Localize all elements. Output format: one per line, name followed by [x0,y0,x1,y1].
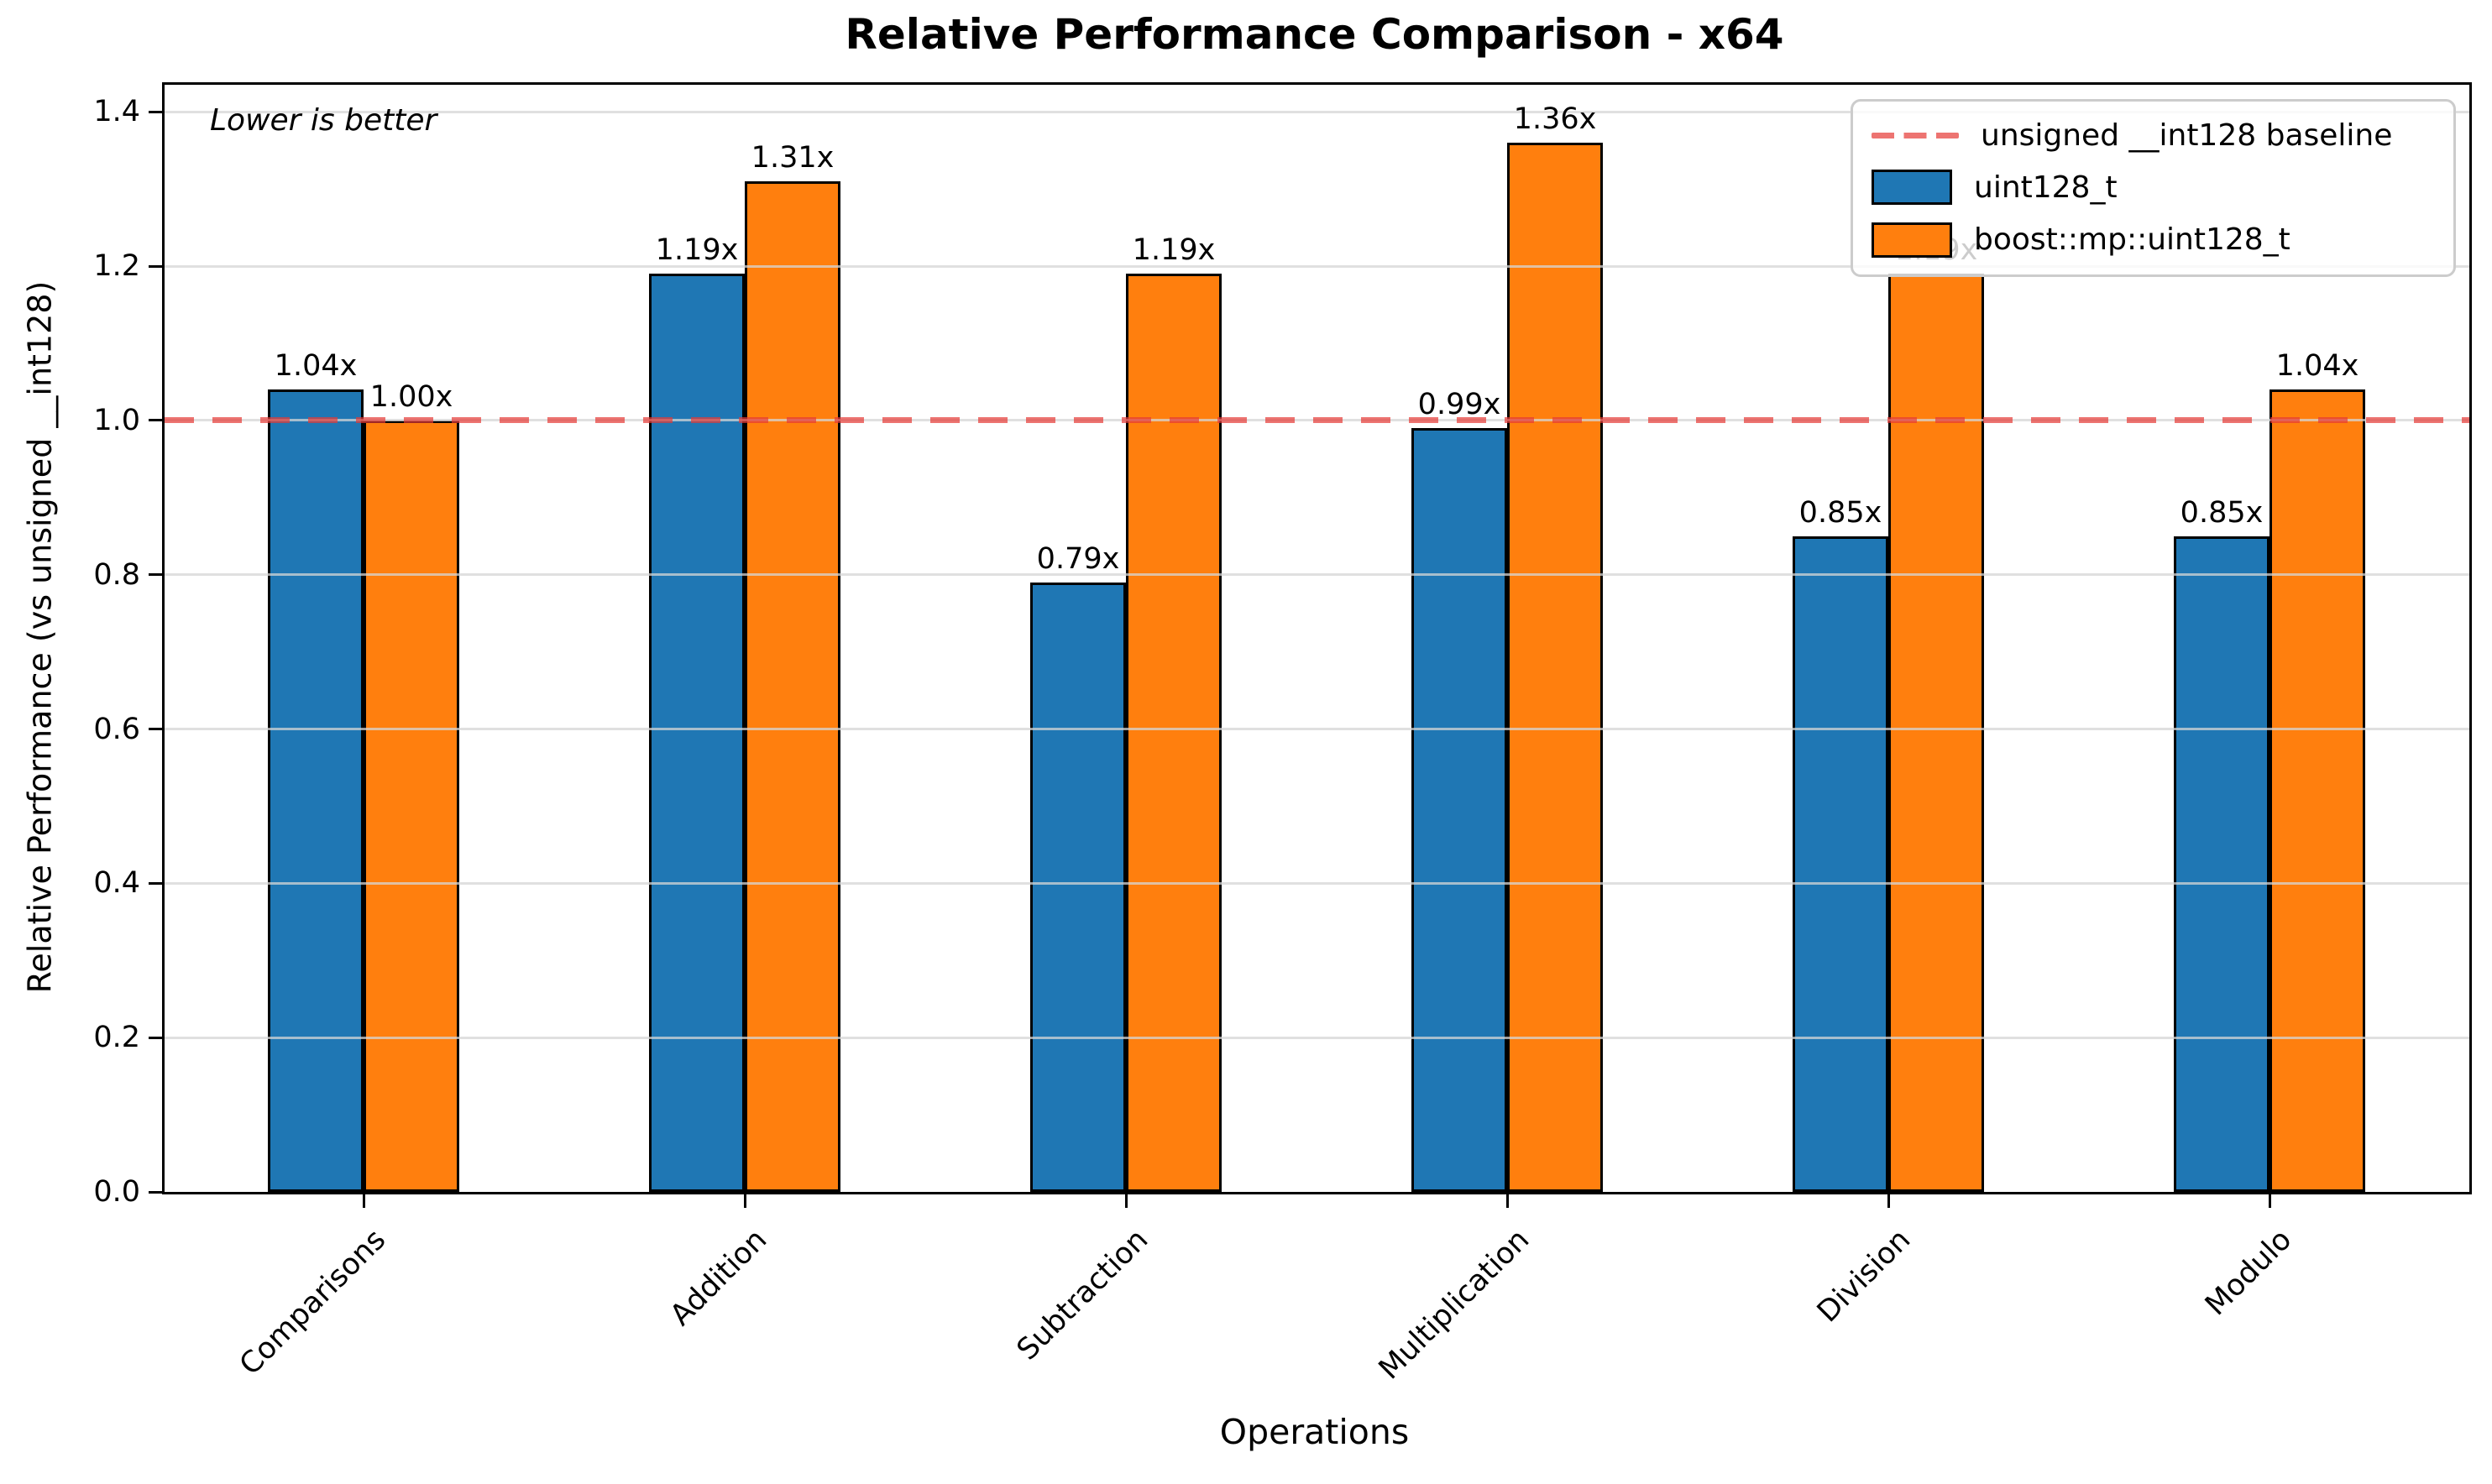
bar-boost::mp::uint128_t-Division [1888,274,1984,1192]
y-tick-label-0.8: 0.8 [93,557,140,592]
bar-uint128_t-Modulo [2174,536,2270,1192]
bar-layer: 1.04x 1.19x 0.79x 0.99x 0.85x 0.85x 1.00x 1.31x… [165,85,2469,1192]
chart-title: Relative Performance Comparison - x64 [845,10,1784,59]
y-tick-1.4 [149,110,162,113]
x-tick-Addition [743,1194,746,1208]
y-tick-1.2 [149,264,162,268]
legend-label-baseline: unsigned __int128 baseline [1981,118,2393,154]
bar-uint128_t-Comparisons [268,389,364,1192]
y-tick-1.0 [149,419,162,422]
baseline-dashed-line [165,417,2469,424]
bar-value-label-uint128_t-Comparisons: 1.04x [274,349,358,384]
y-tick-0.8 [149,573,162,577]
bar-boost::mp::uint128_t-Addition [745,180,840,1192]
y-gridline-1.2 [165,264,2469,268]
bar-boost::mp::uint128_t-Multiplication [1507,142,1603,1192]
bar-value-label-boost::mp::uint128_t-Subtraction: 1.19x [1132,233,1216,268]
uint128-swatch-icon [1872,170,1952,206]
y-gridline-0.2 [165,1036,2469,1039]
x-tick-Comparisons [362,1194,365,1208]
bar-boost::mp::uint128_t-Modulo [2270,389,2365,1192]
x-tick-Division [1887,1194,1890,1208]
bar-uint128_t-Division [1793,536,1888,1192]
legend: unsigned __int128 baseline uint128_t boo… [1851,99,2456,277]
bar-value-label-uint128_t-Addition: 1.19x [655,233,739,268]
y-tick-label-0.2: 0.2 [93,1021,140,1055]
x-tick-Multiplication [1505,1194,1509,1208]
legend-label-boost: boost::mp::uint128_t [1974,222,2290,258]
y-gridline-0.6 [165,728,2469,731]
y-tick-label-1.4: 1.4 [93,95,140,129]
bar-uint128_t-Addition [649,274,745,1192]
legend-label-uint128: uint128_t [1974,170,2118,205]
bar-value-label-boost::mp::uint128_t-Comparisons: 1.00x [369,379,453,414]
y-tick-label-1.2: 1.2 [93,249,140,283]
bar-value-label-uint128_t-Subtraction: 0.79x [1036,541,1120,576]
legend-item-boost: boost::mp::uint128_t [1872,222,2435,258]
bar-value-label-boost::mp::uint128_t-Addition: 1.31x [751,140,835,175]
x-tick-Modulo [2268,1194,2271,1208]
legend-item-baseline: unsigned __int128 baseline [1872,118,2435,153]
bar-value-label-uint128_t-Modulo: 0.85x [2180,495,2264,530]
bar-uint128_t-Multiplication [1411,428,1507,1192]
y-tick-label-1.0: 1.0 [93,403,140,437]
baseline-dash-sample-icon [1872,133,1959,139]
x-axis-label: Operations [1219,1412,1410,1452]
y-axis-label: Relative Performance (vs unsigned __int1… [21,280,59,994]
y-gridline-0.4 [165,881,2469,885]
y-tick-label-0.6: 0.6 [93,712,140,746]
y-tick-label-0.4: 0.4 [93,866,140,901]
y-gridline-1.4 [165,110,2469,113]
bar-value-label-boost::mp::uint128_t-Modulo: 1.04x [2275,349,2359,384]
y-tick-label-0.0: 0.0 [93,1175,140,1209]
plot-area: 1.04x 1.19x 0.79x 0.99x 0.85x 0.85x 1.00x 1.31x… [162,82,2472,1194]
bar-value-label-uint128_t-Division: 0.85x [1798,495,1882,530]
bar-boost::mp::uint128_t-Subtraction [1126,274,1222,1192]
y-tick-0.6 [149,728,162,730]
boost-uint128-swatch-icon [1872,222,1952,258]
y-tick-0.2 [149,1036,162,1039]
bar-value-label-uint128_t-Multiplication: 0.99x [1417,388,1501,422]
bar-boost::mp::uint128_t-Comparisons [364,420,459,1192]
legend-item-uint128: uint128_t [1872,170,2435,206]
y-tick-0.4 [149,881,162,885]
x-tick-Subtraction [1124,1194,1128,1208]
y-gridline-0.8 [165,573,2469,577]
bar-uint128_t-Subtraction [1030,582,1126,1192]
y-tick-0.0 [149,1190,162,1194]
bar-value-label-boost::mp::uint128_t-Multiplication: 1.36x [1513,102,1597,136]
lower-is-better-annotation: Lower is better [210,103,437,138]
